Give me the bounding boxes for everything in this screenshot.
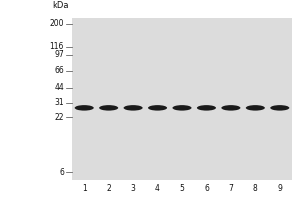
Text: 4: 4 (155, 184, 160, 193)
Text: 1: 1 (82, 184, 87, 193)
Text: kDa: kDa (52, 1, 68, 10)
Ellipse shape (172, 105, 191, 111)
Text: 6: 6 (59, 168, 64, 177)
Text: 66: 66 (54, 66, 64, 75)
Ellipse shape (124, 105, 142, 111)
Text: 9: 9 (277, 184, 282, 193)
Text: 6: 6 (204, 184, 209, 193)
Text: 8: 8 (253, 184, 258, 193)
Ellipse shape (246, 105, 265, 111)
Text: 2: 2 (106, 184, 111, 193)
Ellipse shape (148, 105, 167, 111)
Text: 22: 22 (55, 113, 64, 122)
Text: 3: 3 (131, 184, 136, 193)
Text: 7: 7 (229, 184, 233, 193)
Text: 97: 97 (54, 50, 64, 59)
Text: 44: 44 (54, 83, 64, 92)
Text: 200: 200 (50, 19, 64, 28)
Text: 116: 116 (50, 42, 64, 51)
Ellipse shape (197, 105, 216, 111)
Ellipse shape (75, 105, 94, 111)
Ellipse shape (221, 105, 240, 111)
Bar (72, 18, 292, 180)
Text: 31: 31 (54, 98, 64, 107)
Ellipse shape (270, 105, 289, 111)
Ellipse shape (99, 105, 118, 111)
Text: 5: 5 (180, 184, 184, 193)
